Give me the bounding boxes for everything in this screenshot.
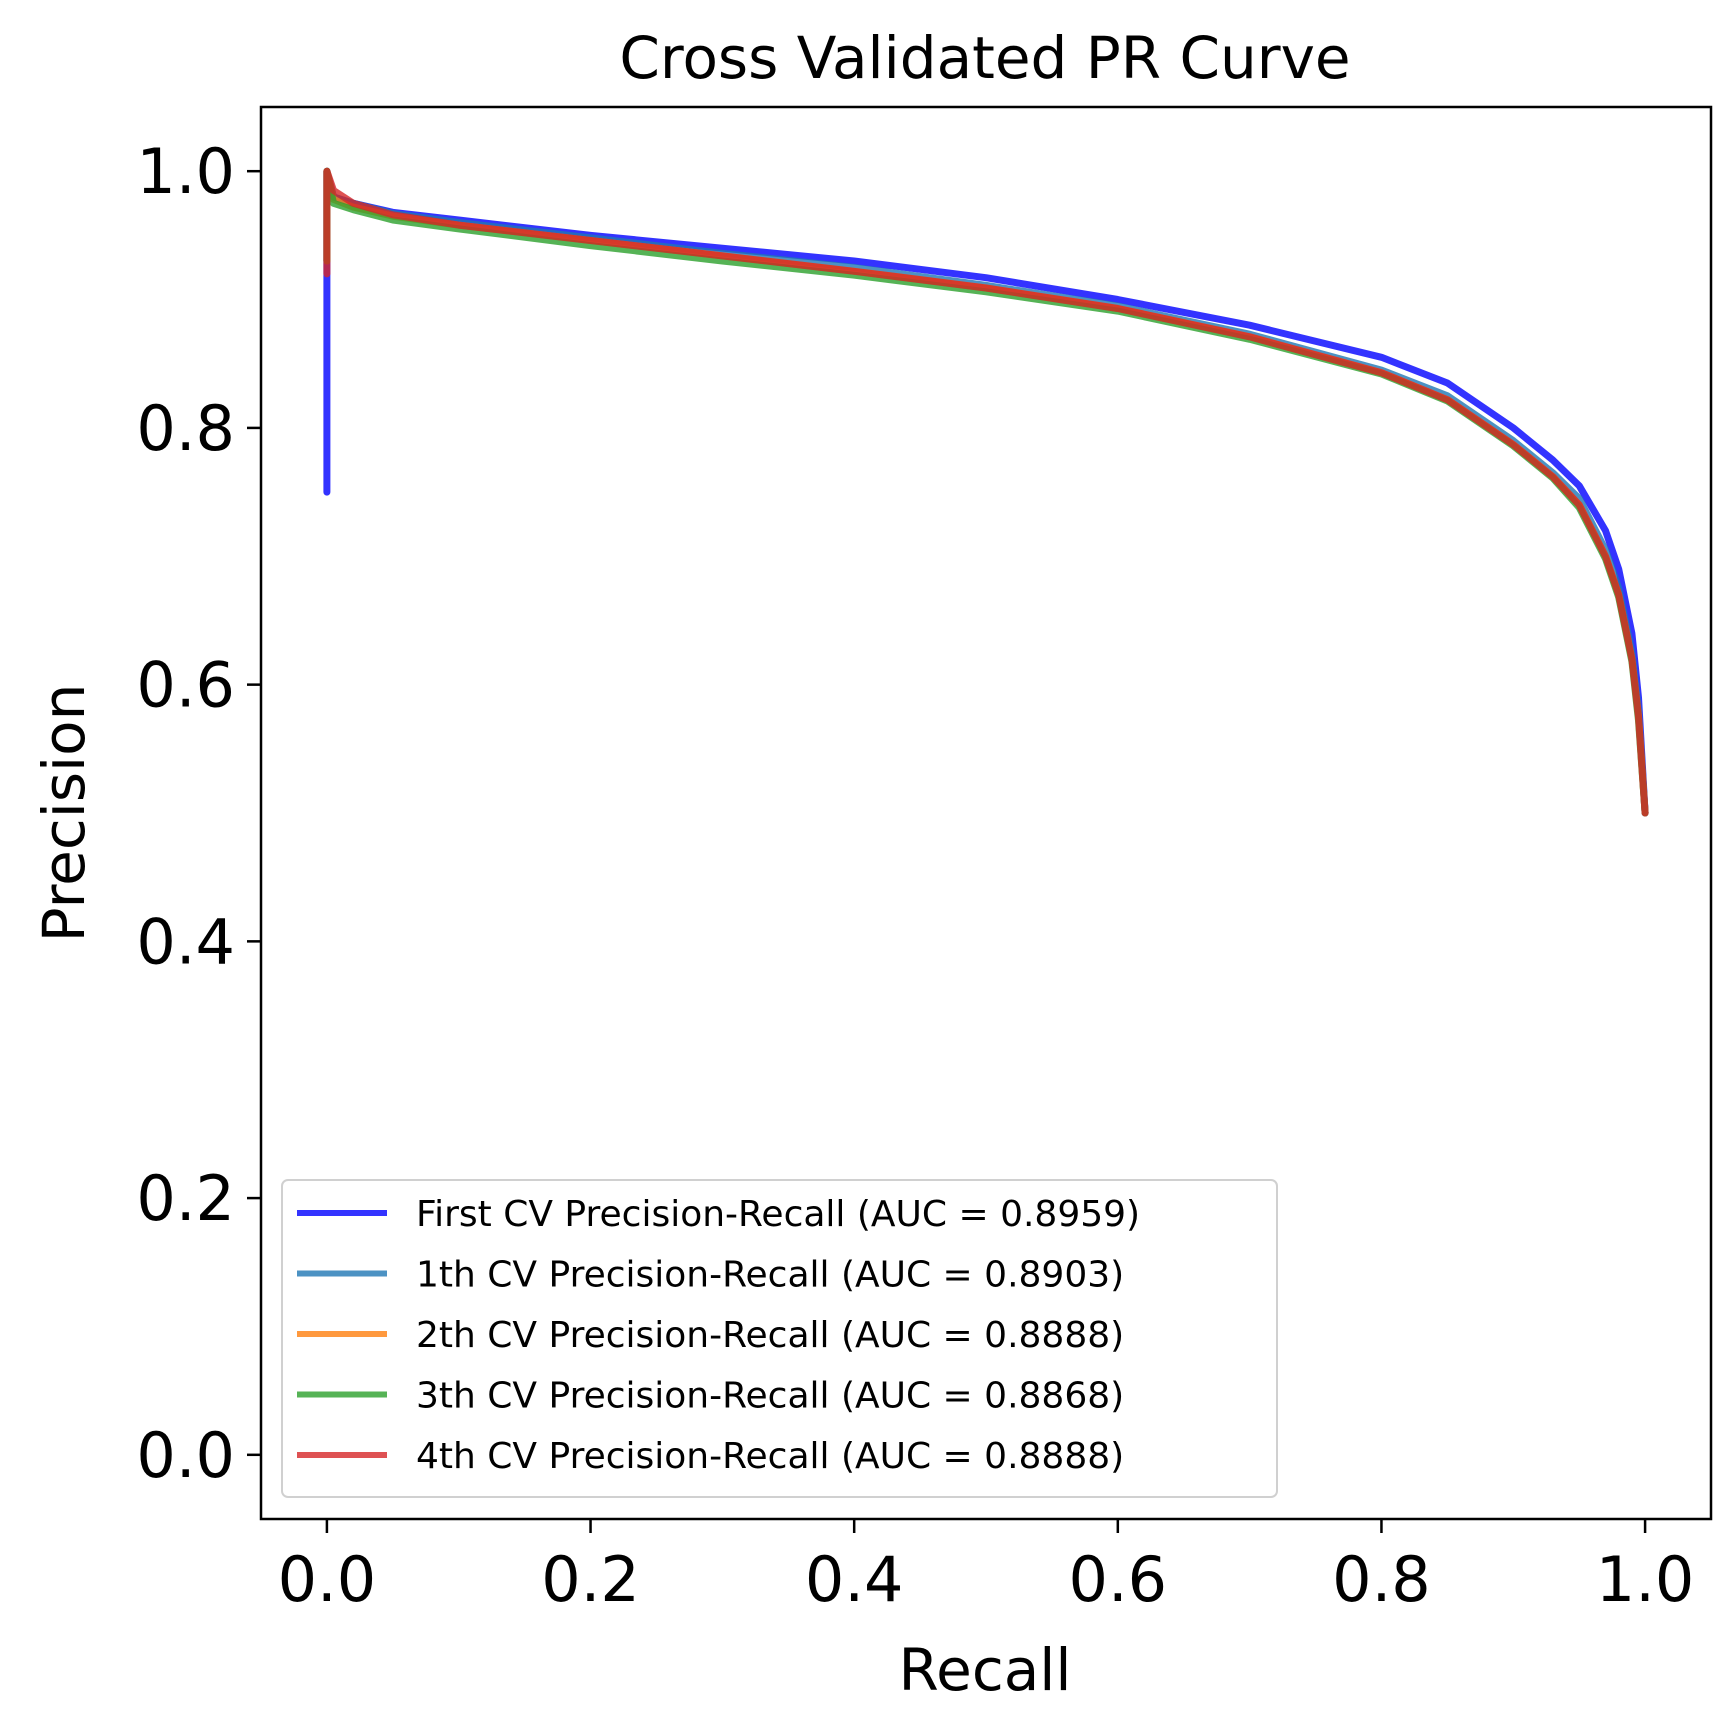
- y-tick-label: 0.6: [136, 649, 235, 722]
- x-tick-label: 0.4: [805, 1543, 904, 1616]
- x-axis: 0.0 0.2 0.4 0.6 0.8 1.0: [278, 1519, 1695, 1616]
- legend: First CV Precision-Recall (AUC = 0.8959)…: [281, 1179, 1278, 1498]
- y-axis: 0.0 0.2 0.4 0.6 0.8 1.0: [136, 135, 261, 1492]
- x-tick-label: 1.0: [1596, 1543, 1695, 1616]
- x-tick-label: 0.6: [1069, 1543, 1168, 1616]
- y-tick-label: 0.4: [136, 905, 235, 978]
- legend-label-2: 1th CV Precision-Recall (AUC = 0.8903): [416, 1255, 1124, 1296]
- chart-title: Cross Validated PR Curve: [619, 24, 1350, 92]
- y-axis-label: Precision: [30, 684, 98, 943]
- legend-label-5: 4th CV Precision-Recall (AUC = 0.8888): [416, 1436, 1124, 1477]
- plot-area: [323, 167, 1649, 817]
- x-axis-label: Recall: [898, 1636, 1071, 1704]
- legend-box: [281, 1179, 1278, 1498]
- series-line-5: [323, 167, 1649, 817]
- legend-label-3: 2th CV Precision-Recall (AUC = 0.8888): [416, 1315, 1124, 1356]
- legend-label-4: 3th CV Precision-Recall (AUC = 0.8868): [416, 1376, 1124, 1417]
- x-tick-label: 0.8: [1332, 1543, 1431, 1616]
- y-tick-label: 0.0: [136, 1419, 235, 1492]
- y-tick-label: 0.8: [136, 392, 235, 465]
- legend-label-1: First CV Precision-Recall (AUC = 0.8959): [416, 1194, 1140, 1235]
- plot-frame: [259, 105, 1713, 1521]
- y-tick-label: 0.2: [136, 1162, 235, 1235]
- x-tick-label: 0.0: [278, 1543, 377, 1616]
- x-tick-label: 0.2: [541, 1543, 640, 1616]
- y-tick-label: 1.0: [136, 135, 235, 208]
